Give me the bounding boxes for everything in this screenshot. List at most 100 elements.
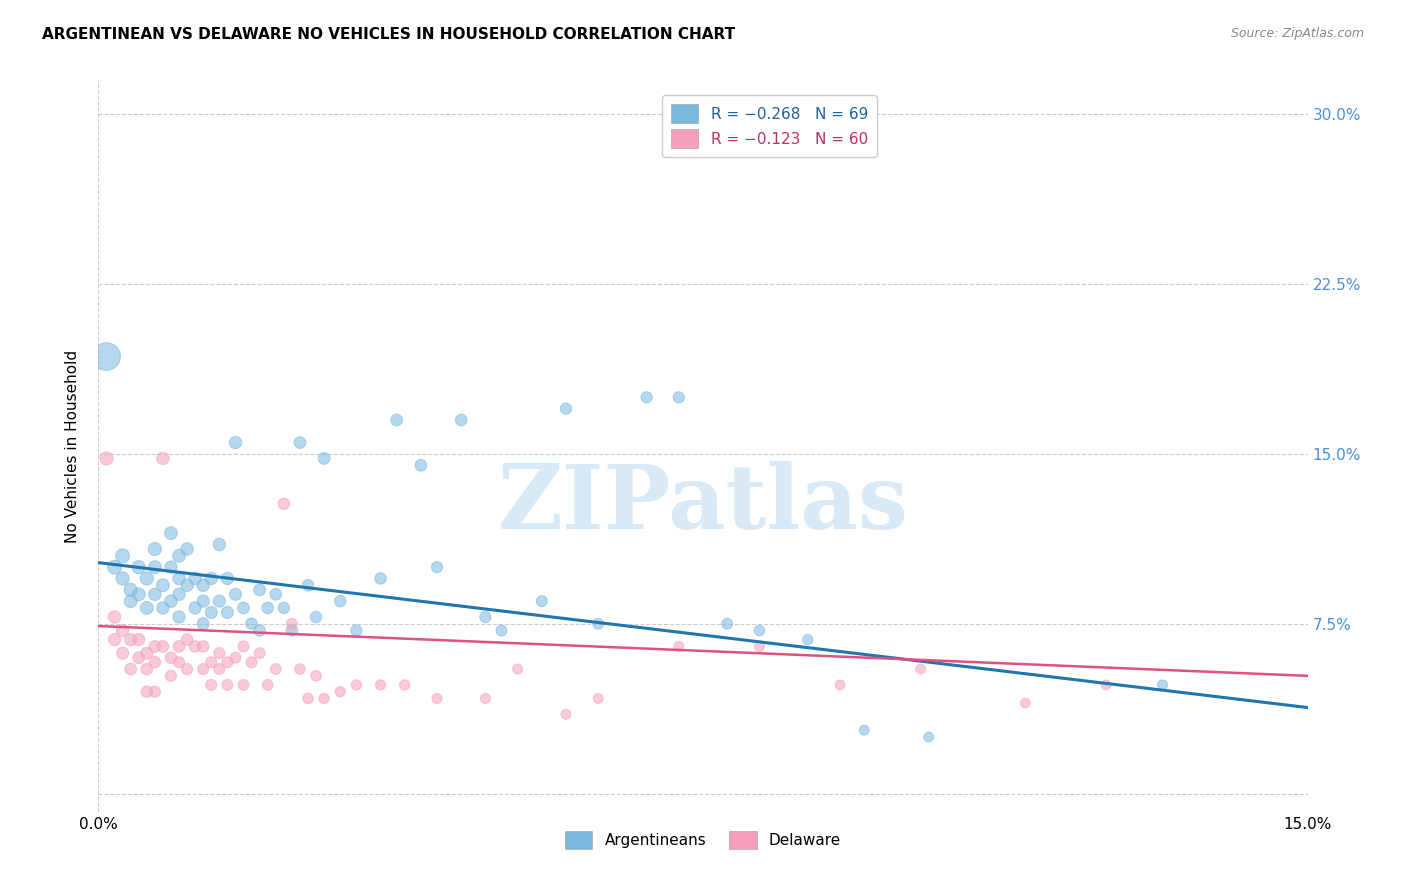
Point [135, 662, 157, 676]
Point [240, 655, 263, 669]
Point [217, 655, 239, 669]
Point [586, 616, 609, 631]
Point [256, 601, 278, 615]
Point [224, 650, 246, 665]
Point [264, 662, 287, 676]
Point [1095, 678, 1118, 692]
Point [297, 578, 319, 592]
Point [160, 594, 183, 608]
Point [232, 640, 254, 654]
Point [370, 572, 392, 586]
Point [555, 401, 578, 416]
Text: Source: ZipAtlas.com: Source: ZipAtlas.com [1230, 27, 1364, 40]
Point [450, 413, 472, 427]
Point [111, 572, 134, 586]
Point [555, 707, 578, 722]
Point [120, 662, 142, 676]
Point [96, 350, 118, 364]
Point [288, 435, 311, 450]
Point [314, 691, 336, 706]
Point [491, 624, 513, 638]
Point [249, 582, 271, 597]
Point [1014, 696, 1036, 710]
Point [224, 587, 246, 601]
Text: ARGENTINEAN VS DELAWARE NO VEHICLES IN HOUSEHOLD CORRELATION CHART: ARGENTINEAN VS DELAWARE NO VEHICLES IN H… [42, 27, 735, 42]
Point [96, 451, 118, 466]
Point [167, 640, 190, 654]
Point [128, 587, 150, 601]
Point [128, 560, 150, 574]
Point [143, 560, 166, 574]
Point [232, 678, 254, 692]
Point [506, 662, 529, 676]
Point [264, 587, 287, 601]
Text: ZIPatlas: ZIPatlas [498, 461, 908, 548]
Point [394, 678, 416, 692]
Point [193, 640, 215, 654]
Point [160, 650, 183, 665]
Point [152, 640, 174, 654]
Point [167, 549, 190, 563]
Point [370, 678, 392, 692]
Point [208, 594, 231, 608]
Point [111, 646, 134, 660]
Point [184, 601, 207, 615]
Point [193, 662, 215, 676]
Point [160, 526, 183, 541]
Point [748, 624, 770, 638]
Point [111, 624, 134, 638]
Point [135, 572, 157, 586]
Point [217, 678, 239, 692]
Point [273, 601, 295, 615]
Point [208, 537, 231, 551]
Point [143, 640, 166, 654]
Point [167, 572, 190, 586]
Point [200, 572, 222, 586]
Point [176, 662, 198, 676]
Point [143, 655, 166, 669]
Point [530, 594, 553, 608]
Point [135, 646, 157, 660]
Point [344, 624, 367, 638]
Point [184, 640, 207, 654]
Point [797, 632, 820, 647]
Point [152, 601, 174, 615]
Point [143, 542, 166, 557]
Point [409, 458, 432, 473]
Point [200, 606, 222, 620]
Point [208, 646, 231, 660]
Point [281, 624, 304, 638]
Point [329, 684, 352, 698]
Point [167, 655, 190, 669]
Point [184, 572, 207, 586]
Point [103, 632, 125, 647]
Point [426, 691, 449, 706]
Point [176, 578, 198, 592]
Point [167, 587, 190, 601]
Point [586, 691, 609, 706]
Point [111, 549, 134, 563]
Point [668, 640, 690, 654]
Point [208, 662, 231, 676]
Point [288, 662, 311, 676]
Point [853, 723, 876, 738]
Point [193, 578, 215, 592]
Point [716, 616, 738, 631]
Point [128, 632, 150, 647]
Point [200, 678, 222, 692]
Point [474, 610, 496, 624]
Point [281, 616, 304, 631]
Point [344, 678, 367, 692]
Point [329, 594, 352, 608]
Point [910, 662, 932, 676]
Point [828, 678, 851, 692]
Point [918, 730, 941, 744]
Point [249, 624, 271, 638]
Point [193, 616, 215, 631]
Point [273, 497, 295, 511]
Point [217, 572, 239, 586]
Point [305, 610, 328, 624]
Point [120, 632, 142, 647]
Point [103, 610, 125, 624]
Point [128, 650, 150, 665]
